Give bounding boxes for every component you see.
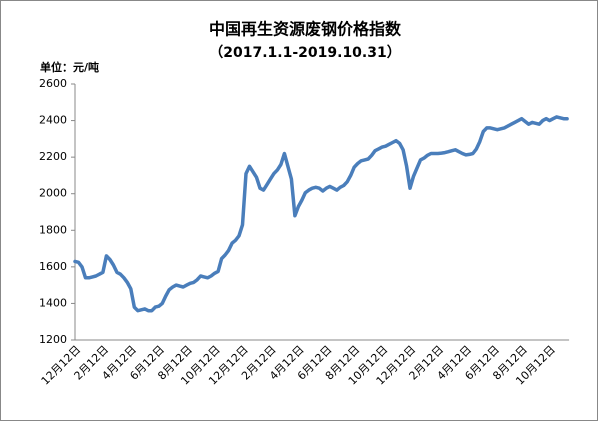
- y-tick-label: 1800: [39, 223, 67, 236]
- chart-title: 中国再生资源废钢价格指数: [209, 20, 402, 39]
- series-line: [73, 115, 569, 313]
- y-tick-label: 1400: [39, 296, 67, 309]
- chart-subtitle: （2017.1.1-2019.10.31）: [209, 45, 400, 61]
- y-tick-label: 2600: [39, 77, 67, 90]
- y-tick-label: 2000: [39, 187, 67, 200]
- y-tick-label: 2200: [39, 150, 67, 163]
- y-tick-label: 1200: [39, 333, 67, 346]
- y-tick-label: 1600: [39, 260, 67, 273]
- y-tick-label: 2400: [39, 114, 67, 127]
- unit-label: 单位：元/吨: [40, 60, 99, 74]
